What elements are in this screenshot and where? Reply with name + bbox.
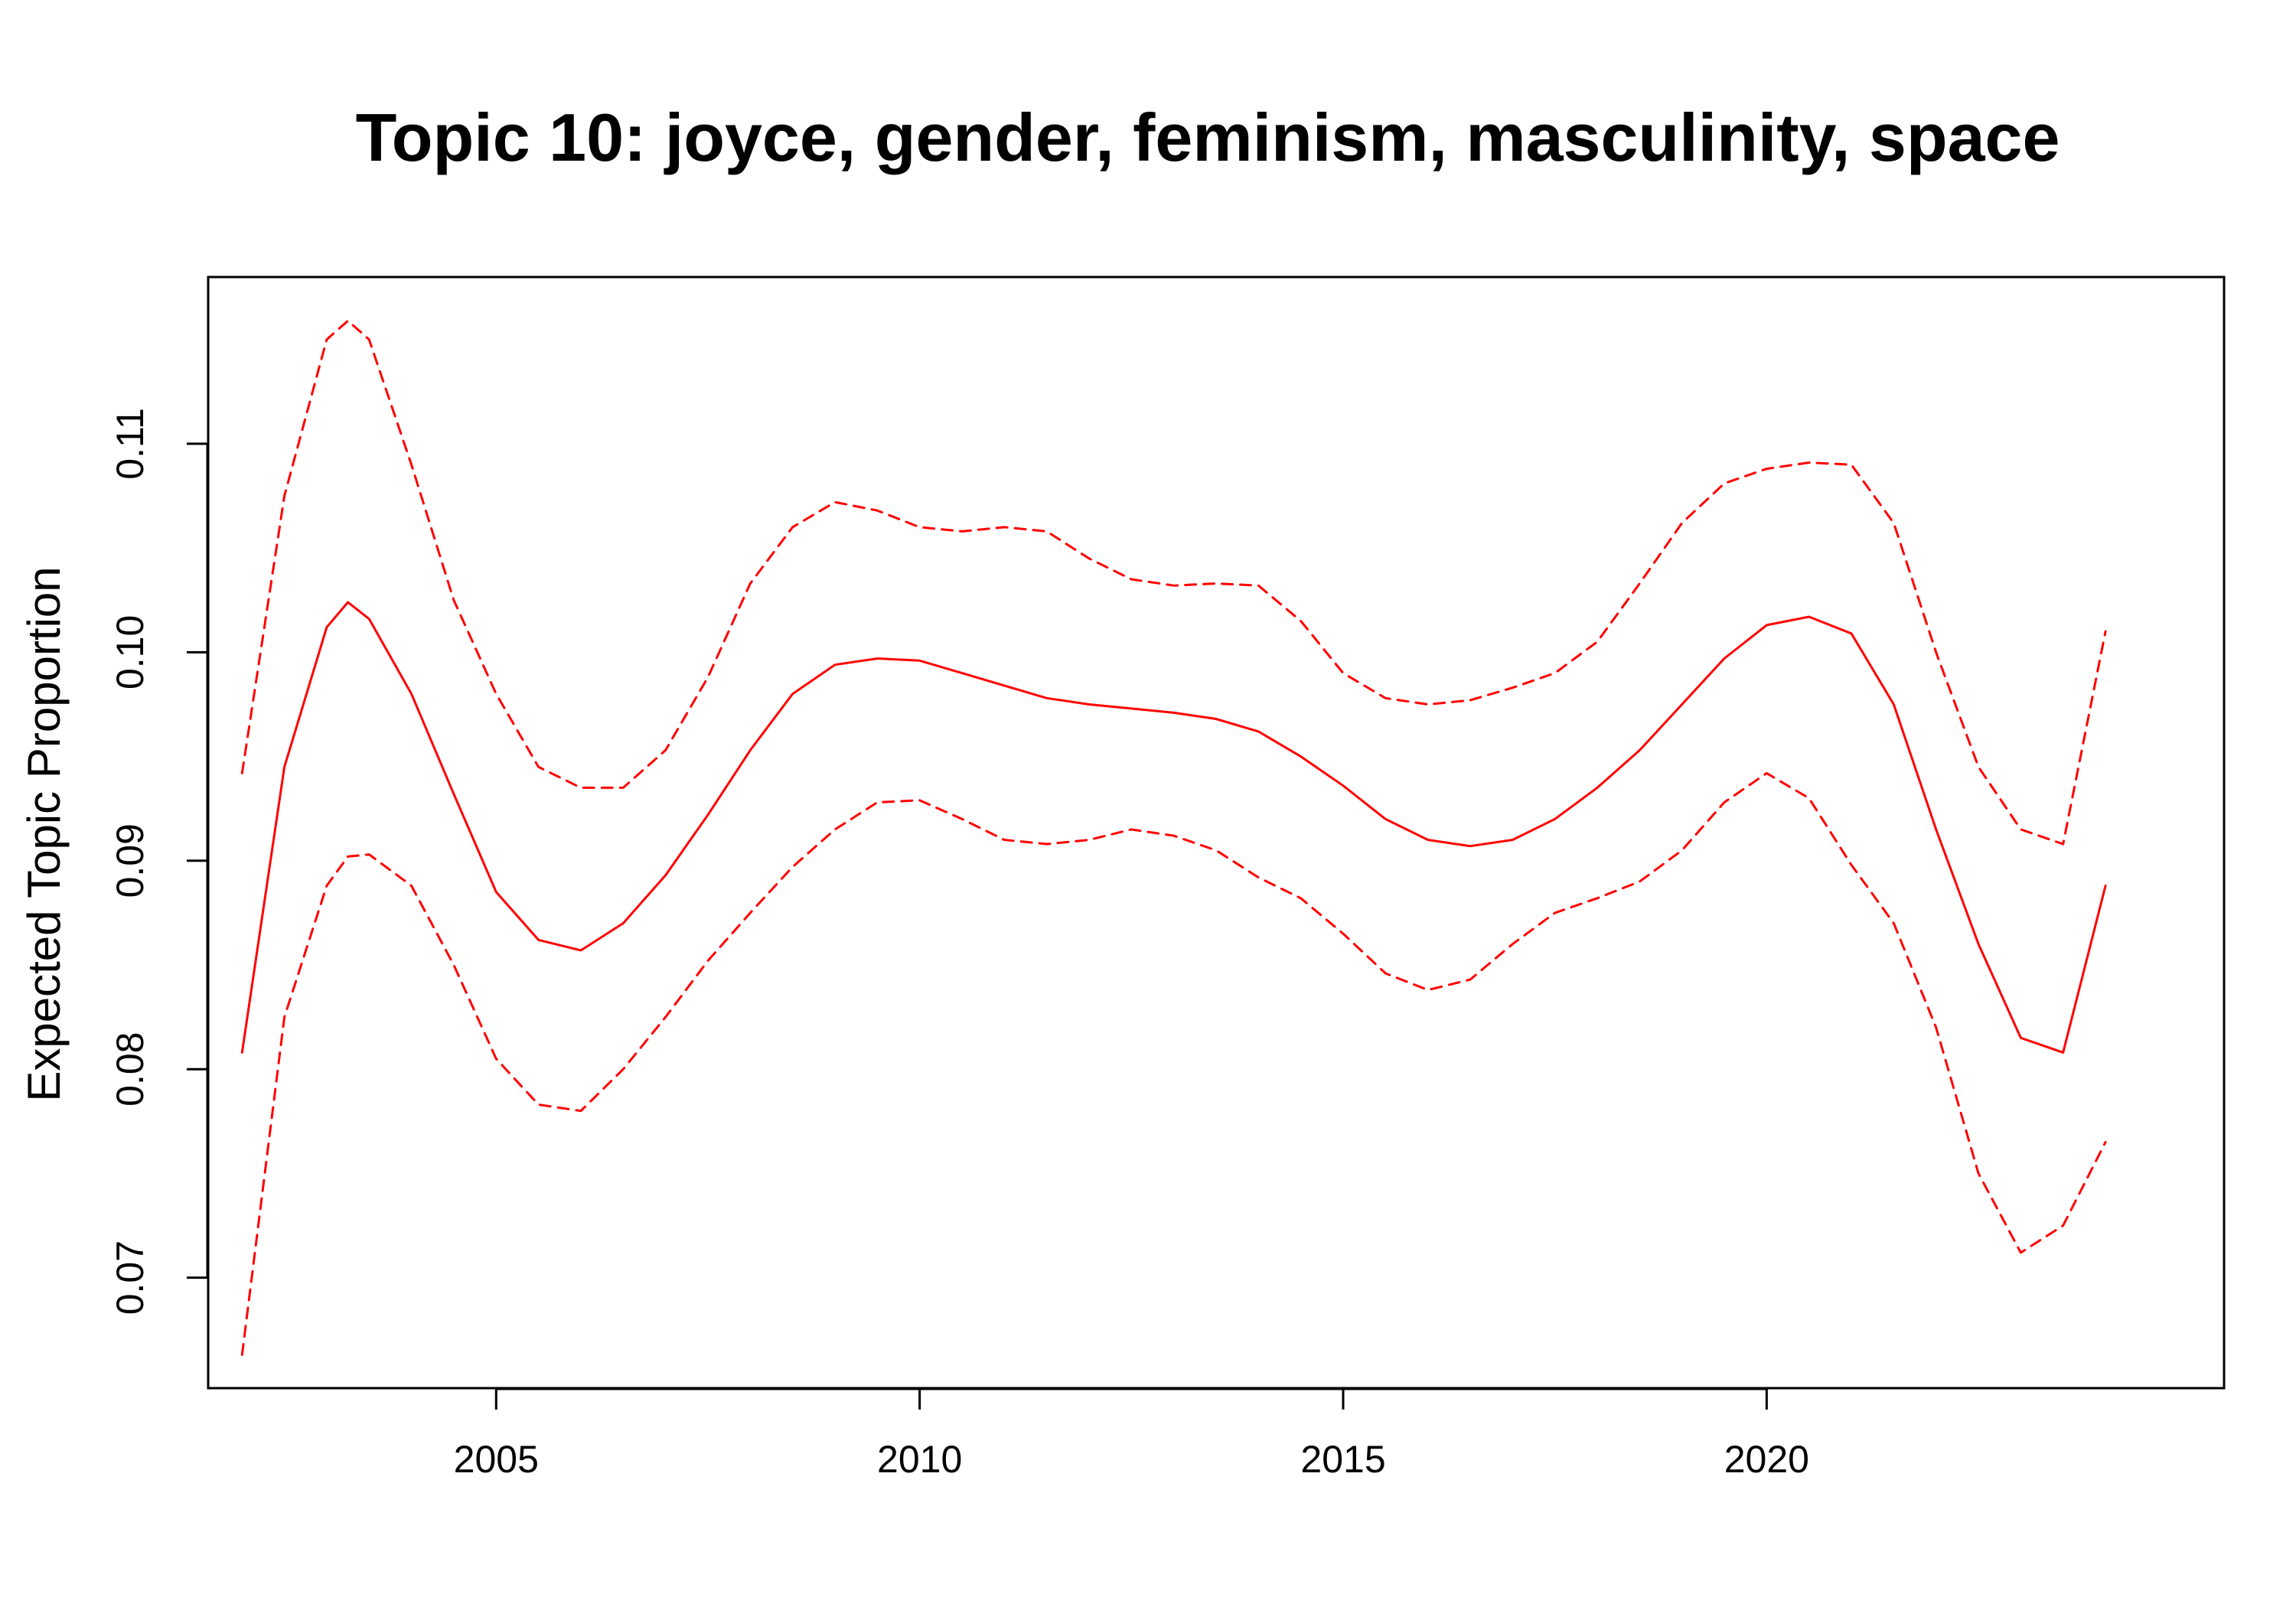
y-tick-label: 0.09 (109, 823, 152, 898)
x-tick-label: 2015 (1300, 1438, 1385, 1481)
y-axis-label: Expected Topic Proportion (18, 566, 70, 1101)
y-tick-label: 0.07 (109, 1240, 152, 1315)
series-lower-line (240, 771, 2107, 1356)
x-tick-label: 2005 (454, 1438, 539, 1481)
x-tick-label: 2010 (877, 1438, 962, 1481)
y-tick-label: 0.10 (109, 615, 152, 689)
series-layer (240, 319, 2107, 1356)
chart-title: Topic 10: joyce, gender, feminism, mascu… (356, 99, 2060, 175)
y-axis: 0.07 0.08 0.09 0.10 0.11 (109, 408, 209, 1315)
y-tick-label: 0.08 (109, 1032, 152, 1107)
series-upper-line (240, 319, 2107, 846)
y-tick-label: 0.11 (109, 408, 152, 480)
x-tick-label: 2020 (1724, 1438, 1809, 1481)
plot-frame (207, 275, 2226, 1390)
x-axis: 2005 2010 2015 2020 (454, 1387, 1809, 1481)
series-estimate-line (240, 601, 2107, 1054)
